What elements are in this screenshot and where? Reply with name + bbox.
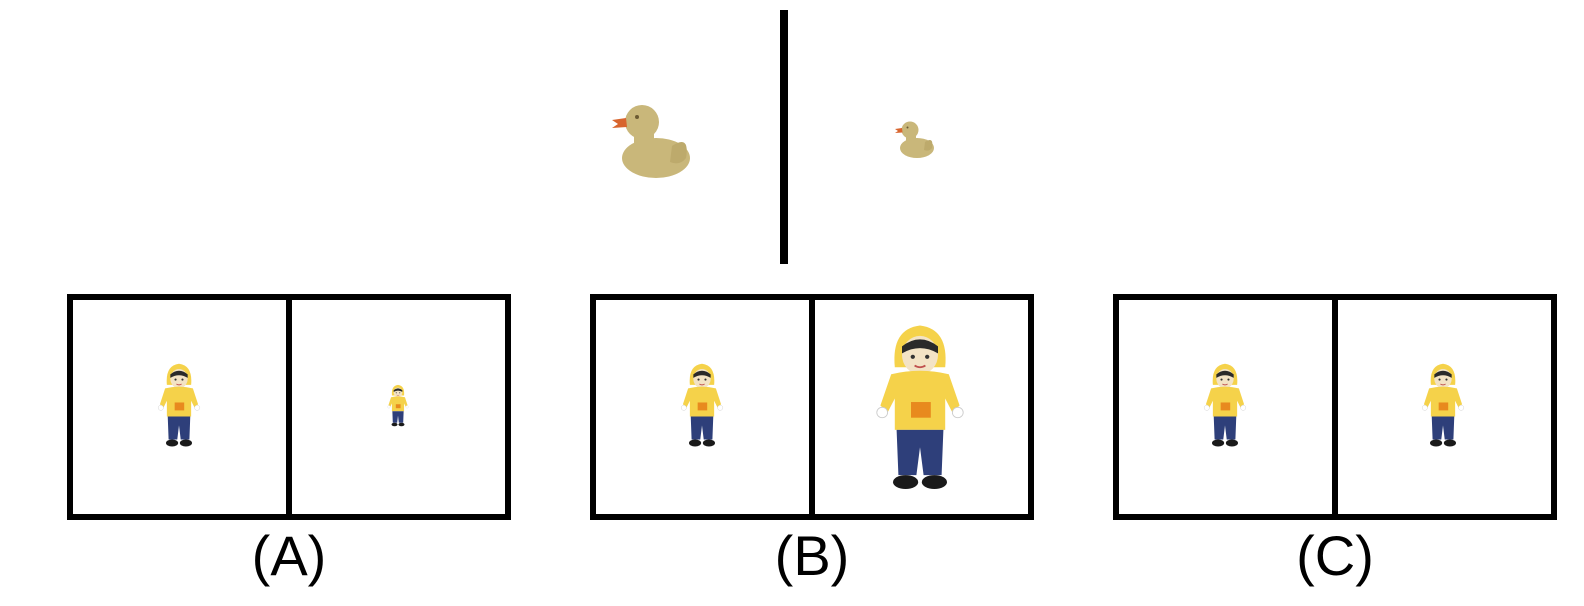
doll-icon (1417, 362, 1469, 450)
rubber-duck-icon (895, 117, 935, 159)
option-divider (286, 294, 292, 520)
doll-icon (153, 362, 205, 450)
option-label: (C) (1296, 524, 1374, 587)
option-a[interactable]: (A) (67, 294, 511, 586)
option-b[interactable]: (B) (590, 294, 1034, 586)
option-c[interactable]: (C) (1113, 294, 1557, 586)
doll-icon (866, 322, 974, 496)
doll-icon (676, 362, 728, 450)
doll-icon (385, 384, 411, 428)
doll-icon (1199, 362, 1251, 450)
rubber-duck-icon (612, 96, 692, 180)
option-divider (809, 294, 815, 520)
example-divider (780, 10, 788, 264)
option-divider (1332, 294, 1338, 520)
example-pair (0, 0, 1584, 270)
option-label: (A) (251, 524, 327, 587)
option-label: (B) (774, 524, 850, 587)
